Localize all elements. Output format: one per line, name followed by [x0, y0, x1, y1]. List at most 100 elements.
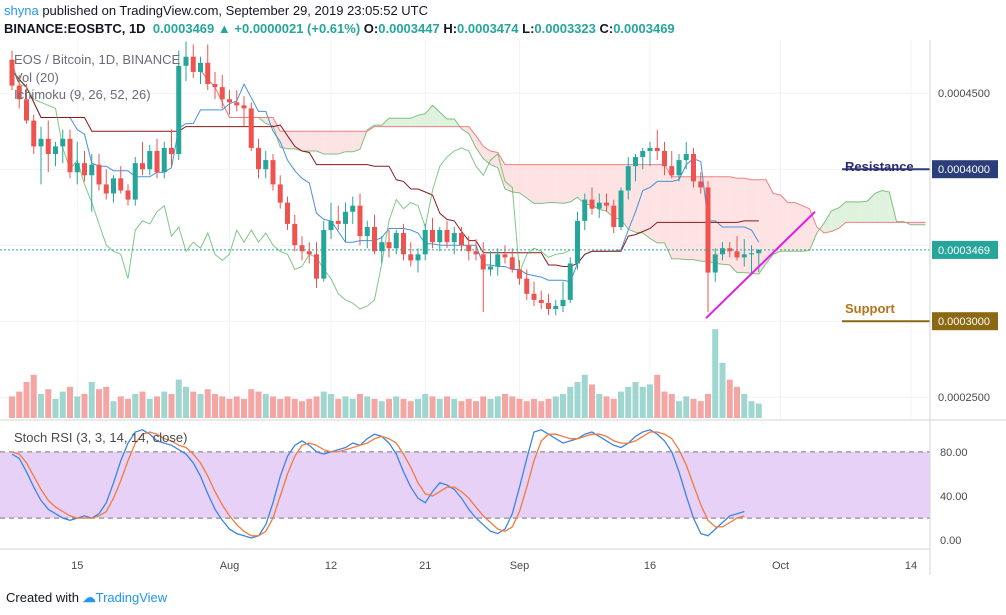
candle-body — [734, 251, 740, 258]
volume-bar — [219, 396, 226, 418]
candle-body — [96, 164, 102, 185]
candle-body — [198, 62, 203, 72]
volume-bar — [52, 398, 59, 418]
ichimoku-legend: Ichimoku (9, 26, 52, 26) — [14, 87, 151, 102]
high-label: H: — [443, 21, 458, 36]
stoch-tick-label: 0.00 — [940, 535, 961, 547]
volume-bar — [589, 384, 595, 418]
volume-bar — [531, 398, 537, 418]
candle-body — [524, 278, 530, 294]
candle-body — [618, 190, 624, 227]
candle-body — [227, 99, 232, 103]
volume-bar — [741, 394, 748, 418]
volume-bar — [632, 382, 639, 418]
x-tick-label: 15 — [71, 560, 83, 572]
volume-bar — [262, 394, 269, 418]
candle-body — [459, 233, 464, 246]
candle-body — [350, 205, 356, 212]
volume-bar — [647, 384, 653, 418]
candle-body — [357, 205, 363, 237]
stoch-k-line — [11, 429, 745, 539]
volume-bar — [480, 396, 487, 418]
volume-bar — [371, 398, 378, 418]
volume-bar — [154, 396, 160, 418]
volume-bar — [509, 396, 516, 418]
candle-body — [132, 163, 138, 200]
candle-body — [82, 163, 87, 176]
y-tick-label: 0.0004500 — [938, 88, 990, 100]
price-tag-label: 0.0004000 — [938, 164, 990, 176]
candle-body — [408, 254, 414, 261]
candle-body — [437, 230, 443, 243]
cloud-segment — [309, 131, 317, 151]
candle-body — [234, 102, 240, 106]
ichimoku-lines — [11, 62, 926, 310]
candle-body — [335, 220, 341, 224]
y-tick-label: 0.0002500 — [938, 392, 990, 404]
volume-bar — [335, 398, 342, 418]
footer: Created with ☁TradingView — [6, 590, 167, 606]
cloud-segment — [563, 164, 571, 204]
volume-bar — [255, 391, 262, 418]
candle-body — [683, 154, 689, 161]
candle-body — [633, 157, 638, 167]
volume-bar — [30, 374, 37, 418]
candle-body — [531, 293, 537, 300]
candle-body — [125, 190, 131, 200]
author-name[interactable]: shyna — [4, 3, 39, 18]
open-label: O: — [363, 21, 379, 36]
cloud-segment — [483, 146, 491, 165]
cloud-segment — [766, 179, 774, 264]
cloud-segment — [403, 118, 411, 127]
cloud-segment — [338, 131, 346, 154]
volume-bar — [676, 401, 682, 418]
open-value: 0.0003447 — [378, 21, 440, 36]
cloud-segment — [526, 164, 534, 204]
candle-body — [393, 233, 399, 249]
axes: 0.0004500 0.0002500 0.0004000 0.0003469 0.00… — [71, 88, 998, 572]
volume-bar — [38, 394, 44, 418]
volume-bar — [516, 398, 523, 418]
candle-body — [749, 253, 754, 255]
chart-area[interactable]: 0.0004500 0.0002500 0.0004000 0.0003469 0.00… — [0, 0, 1006, 590]
candle-body — [575, 220, 580, 264]
tradingview-logo-icon[interactable]: ☁ — [82, 590, 96, 605]
volume-bar — [545, 398, 552, 418]
volume-bar — [320, 391, 327, 418]
volume-bar — [88, 382, 95, 418]
candle-body — [698, 181, 704, 188]
cloud-segment — [592, 164, 600, 210]
cloud-segment — [824, 211, 832, 234]
candle-body — [466, 245, 472, 252]
x-tick-label: 16 — [644, 560, 656, 572]
cloud-segment — [570, 164, 578, 202]
volume-bar — [625, 386, 632, 418]
volume-bar — [726, 379, 733, 418]
candle-body — [205, 62, 211, 85]
x-tick-label: Oct — [772, 560, 789, 572]
volume-bar — [9, 396, 15, 418]
cloud-segment — [751, 179, 759, 275]
volume-bar — [16, 391, 23, 418]
cloud-segment — [584, 164, 592, 205]
candle-body — [292, 223, 298, 246]
cloud-segment — [882, 190, 890, 223]
chart-title: EOS / Bitcoin, 1D, BINANCE — [14, 52, 180, 67]
candle-body — [691, 154, 696, 182]
candle-body — [705, 187, 711, 273]
tradingview-brand[interactable]: TradingView — [95, 590, 168, 605]
cloud-segment — [468, 126, 476, 148]
cloud-segment — [802, 205, 810, 252]
candle-body — [647, 147, 653, 151]
volume-bar — [494, 396, 501, 418]
cloud-segment — [280, 131, 288, 149]
volume-bar — [291, 398, 298, 418]
candle-body — [480, 254, 486, 270]
cloud-segment — [410, 115, 418, 127]
candle-body — [103, 184, 109, 194]
x-tick-label: 14 — [905, 560, 917, 572]
volume-bar — [212, 394, 218, 418]
candle-body — [263, 160, 269, 170]
change-arrow-icon: ▲ — [217, 21, 231, 36]
volume-bar — [400, 398, 407, 418]
